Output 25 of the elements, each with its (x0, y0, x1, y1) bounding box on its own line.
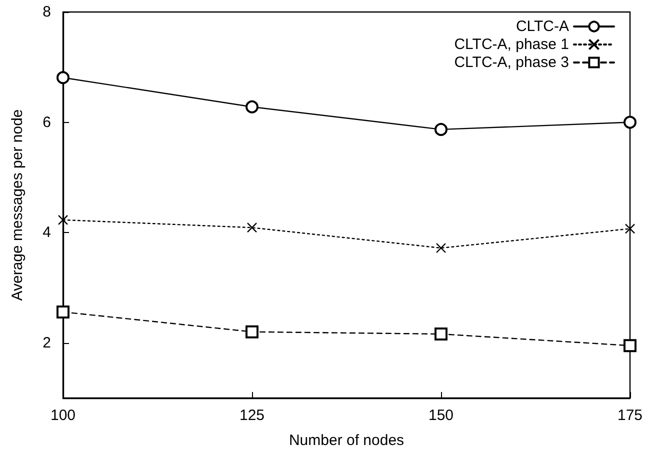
x-tick-label: 100 (50, 407, 76, 424)
point (434, 122, 448, 136)
point (434, 328, 448, 341)
point (624, 339, 636, 352)
point (246, 325, 258, 338)
y-tick-label: 6 (42, 114, 51, 131)
x-tick-label: 150 (428, 407, 454, 424)
x-tick-label: 175 (617, 407, 643, 424)
legend-label: CLTC-A (516, 18, 569, 35)
y-tick-label: 4 (42, 224, 51, 242)
legend-label: CLTC-A, phase 1 (454, 36, 569, 53)
point (56, 71, 70, 84)
y-tick-label: 8 (42, 4, 51, 20)
x-axis-title: Number of nodes (288, 432, 404, 449)
x-tick-label: 125 (239, 407, 265, 424)
legend-label: CLTC-A, phase 3 (454, 54, 569, 71)
point (246, 222, 258, 233)
point (624, 224, 636, 234)
y-tick-label: 2 (42, 334, 51, 352)
point (436, 242, 446, 254)
point (246, 100, 258, 114)
point (56, 305, 70, 318)
point (58, 214, 68, 225)
y-axis-title: Average messages per node (9, 109, 26, 301)
point (624, 116, 636, 129)
